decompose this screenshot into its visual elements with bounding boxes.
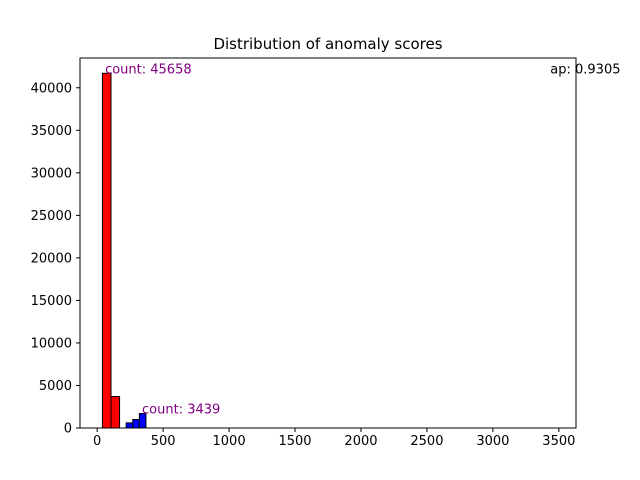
annotations-group: count: 45658 count: 3439 ap: 0.9305 [105,62,620,417]
annotation-label: count: 3439 [142,403,220,418]
y-tick-label: 30000 [31,166,72,181]
x-tick-label: 500 [151,434,176,449]
histogram-bar-s1-b0 [125,422,134,429]
x-tick-label: 3500 [542,434,575,449]
y-tick-label: 5000 [39,379,72,394]
y-tick-label: 25000 [31,209,72,224]
histogram-bar-s0-b0 [101,72,112,429]
x-tick-label: 1000 [213,434,246,449]
y-tick-label: 10000 [31,336,72,351]
histogram-bar-s1-b1 [132,418,140,429]
y-tick-label: 20000 [31,251,72,266]
plot-frame [79,57,577,429]
x-tick-label: 2500 [410,434,443,449]
annotation-label: count: 45658 [105,62,192,77]
y-tick-label: 35000 [31,124,72,139]
x-tick-label: 1500 [278,434,311,449]
histogram-bar-s0-b1 [110,396,121,429]
y-axis: 0 5000 10000 15000 20000 25000 30000 35000 40000 [31,81,80,437]
y-tick-label: 15000 [31,294,72,309]
x-tick-label: 3000 [476,434,509,449]
y-tick-label: 0 [64,422,72,437]
chart-title: Distribution of anomaly scores [213,35,442,53]
bars-group [101,72,147,429]
y-tick-label: 40000 [31,81,72,96]
x-tick-label: 0 [93,434,101,449]
x-axis: 0 500 1000 1500 2000 2500 3000 3500 [93,428,575,449]
annotation-label: ap: 0.9305 [550,62,620,77]
x-tick-label: 2000 [344,434,377,449]
